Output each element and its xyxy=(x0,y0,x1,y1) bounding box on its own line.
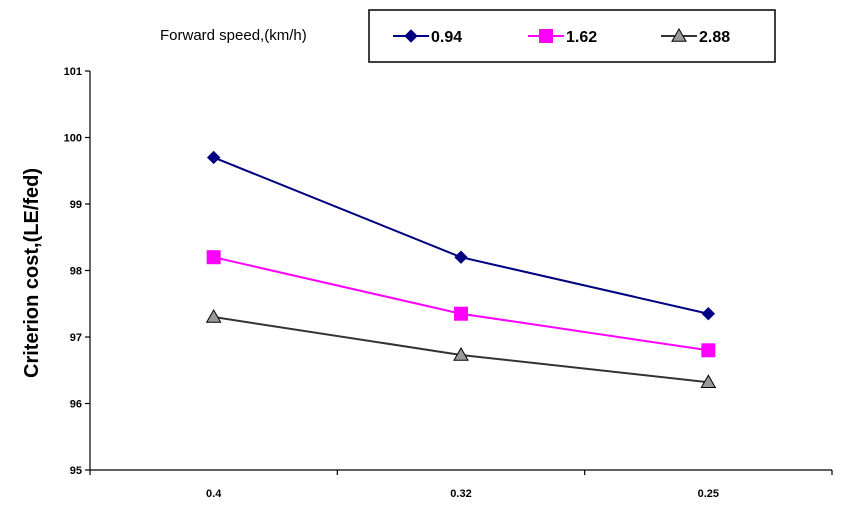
data-point-0.94 xyxy=(454,250,468,264)
x-tick-label: 0.4 xyxy=(206,488,222,500)
legend-marker-1.62 xyxy=(539,29,553,43)
y-tick-label: 95 xyxy=(70,465,82,477)
x-tick-label: 0.25 xyxy=(698,488,719,500)
y-tick-label: 100 xyxy=(64,133,82,145)
data-point-2.88 xyxy=(700,374,717,388)
legend: 0.94 1.62 2.88 xyxy=(393,27,730,46)
y-tick-label: 97 xyxy=(70,332,82,344)
data-point-0.94 xyxy=(701,307,716,321)
series-line-1.62 xyxy=(213,256,709,352)
legend-marker-0.94 xyxy=(404,29,418,43)
y-axis-title: Criterion cost,(LE/fed) xyxy=(21,168,43,378)
y-tick-label: 101 xyxy=(64,66,82,78)
legend-label-0.94: 0.94 xyxy=(431,29,462,46)
data-point-0.94 xyxy=(206,150,221,165)
plot-area xyxy=(205,150,717,388)
series-line-0.94 xyxy=(213,156,709,315)
data-point-1.62 xyxy=(206,250,221,265)
legend-box xyxy=(368,9,776,63)
legend-title: Forward speed,(km/h) xyxy=(160,27,307,44)
data-point-2.88 xyxy=(205,309,222,323)
x-tick-label: 0.32 xyxy=(450,488,471,500)
data-point-1.62 xyxy=(454,306,468,321)
y-axis: 95 96 97 98 99 100 101 xyxy=(64,66,90,477)
y-tick-label: 99 xyxy=(70,199,82,211)
legend-marker-2.88 xyxy=(671,27,687,42)
legend-label-2.88: 2.88 xyxy=(699,29,730,46)
legend-label-1.62: 1.62 xyxy=(566,29,597,46)
data-point-2.88 xyxy=(453,346,469,361)
y-tick-label: 96 xyxy=(70,399,82,411)
y-tick-label: 98 xyxy=(70,266,82,278)
x-axis: 0.4 0.32 0.25 xyxy=(89,470,833,500)
data-point-1.62 xyxy=(701,343,716,358)
